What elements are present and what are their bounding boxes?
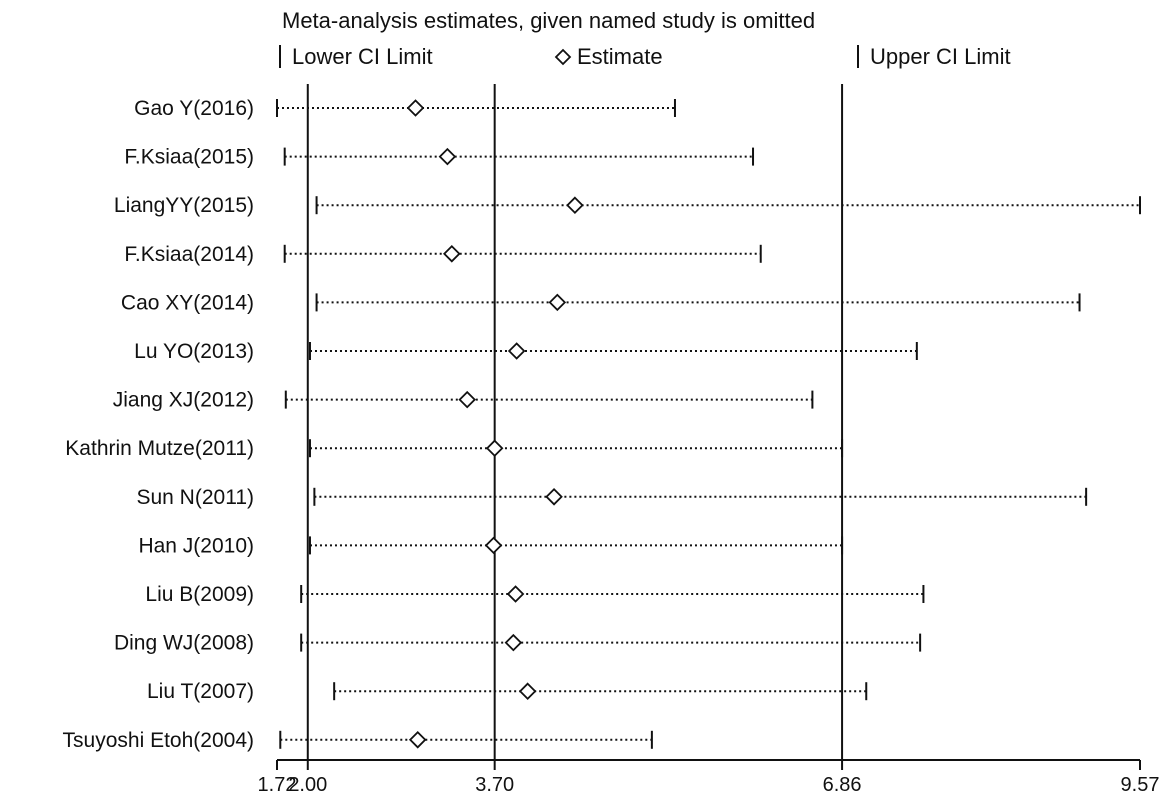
x-axis: 1.722.00 3.70 6.86 9.57: [258, 759, 1160, 796]
estimate-diamond: [566, 196, 584, 214]
study-label: F.Ksiaa(2015): [124, 146, 254, 169]
study-row: Han J(2010): [138, 534, 844, 557]
study-label: Han J(2010): [138, 534, 254, 557]
study-label: F.Ksiaa(2014): [124, 243, 254, 266]
study-label: Lu YO(2013): [134, 340, 254, 363]
estimate-diamond: [408, 731, 427, 749]
estimate-diamond: [485, 439, 504, 457]
estimate-diamond: [458, 390, 476, 409]
study-label: Jiang XJ(2012): [113, 389, 254, 412]
estimate-diamond: [507, 342, 526, 360]
estimate-diamond: [484, 536, 503, 555]
study-row: F.Ksiaa(2015): [124, 146, 755, 169]
study-label: Liu B(2009): [145, 583, 254, 606]
x-tick-label: 6.86: [823, 774, 862, 796]
legend-upper-label: Upper CI Limit: [870, 44, 1011, 69]
x-tick-label: 2.00: [288, 774, 327, 796]
estimate-diamond: [518, 682, 537, 700]
study-row: LiangYY(2015): [114, 194, 1141, 217]
reference-lines: [306, 84, 844, 760]
study-row: Ding WJ(2008): [114, 632, 922, 655]
study-rows: Gao Y(2016) F.Ksiaa(2015) LiangYY(2015) F.K…: [63, 97, 1141, 752]
x-tick-label: 1.72: [258, 774, 297, 796]
study-row: Kathrin Mutze(2011): [65, 437, 844, 460]
estimate-diamond: [548, 293, 567, 312]
study-row: Liu B(2009): [145, 583, 925, 606]
study-row: Cao XY(2014): [121, 291, 1081, 314]
legend-estimate-label: Estimate: [577, 44, 663, 69]
study-row: F.Ksiaa(2014): [124, 243, 762, 266]
study-label: Ding WJ(2008): [114, 632, 254, 655]
estimate-diamond: [443, 245, 461, 263]
study-label: Gao Y(2016): [134, 97, 254, 120]
study-row: Jiang XJ(2012): [113, 389, 814, 412]
study-label: LiangYY(2015): [114, 194, 254, 217]
legend-lower-label: Lower CI Limit: [292, 44, 433, 69]
study-label: Liu T(2007): [147, 680, 254, 703]
study-label: Kathrin Mutze(2011): [65, 437, 254, 460]
study-row: Gao Y(2016): [134, 97, 676, 120]
estimate-diamond: [545, 488, 563, 506]
study-row: Liu T(2007): [147, 680, 868, 703]
estimate-diamond: [406, 99, 425, 117]
study-row: Lu YO(2013): [134, 340, 918, 363]
study-label: Sun N(2011): [136, 486, 254, 509]
estimate-diamond: [438, 147, 457, 166]
x-tick-label: 3.70: [475, 774, 514, 796]
estimate-diamond: [504, 633, 523, 652]
study-label: Cao XY(2014): [121, 291, 254, 314]
study-row: Tsuyoshi Etoh(2004): [63, 729, 653, 752]
chart-title: Meta-analysis estimates, given named stu…: [282, 8, 815, 33]
x-tick-label: 9.57: [1121, 774, 1160, 796]
legend-estimate-marker: [554, 48, 572, 66]
study-row: Sun N(2011): [136, 486, 1088, 509]
estimate-diamond: [506, 585, 525, 603]
study-label: Tsuyoshi Etoh(2004): [63, 729, 254, 752]
